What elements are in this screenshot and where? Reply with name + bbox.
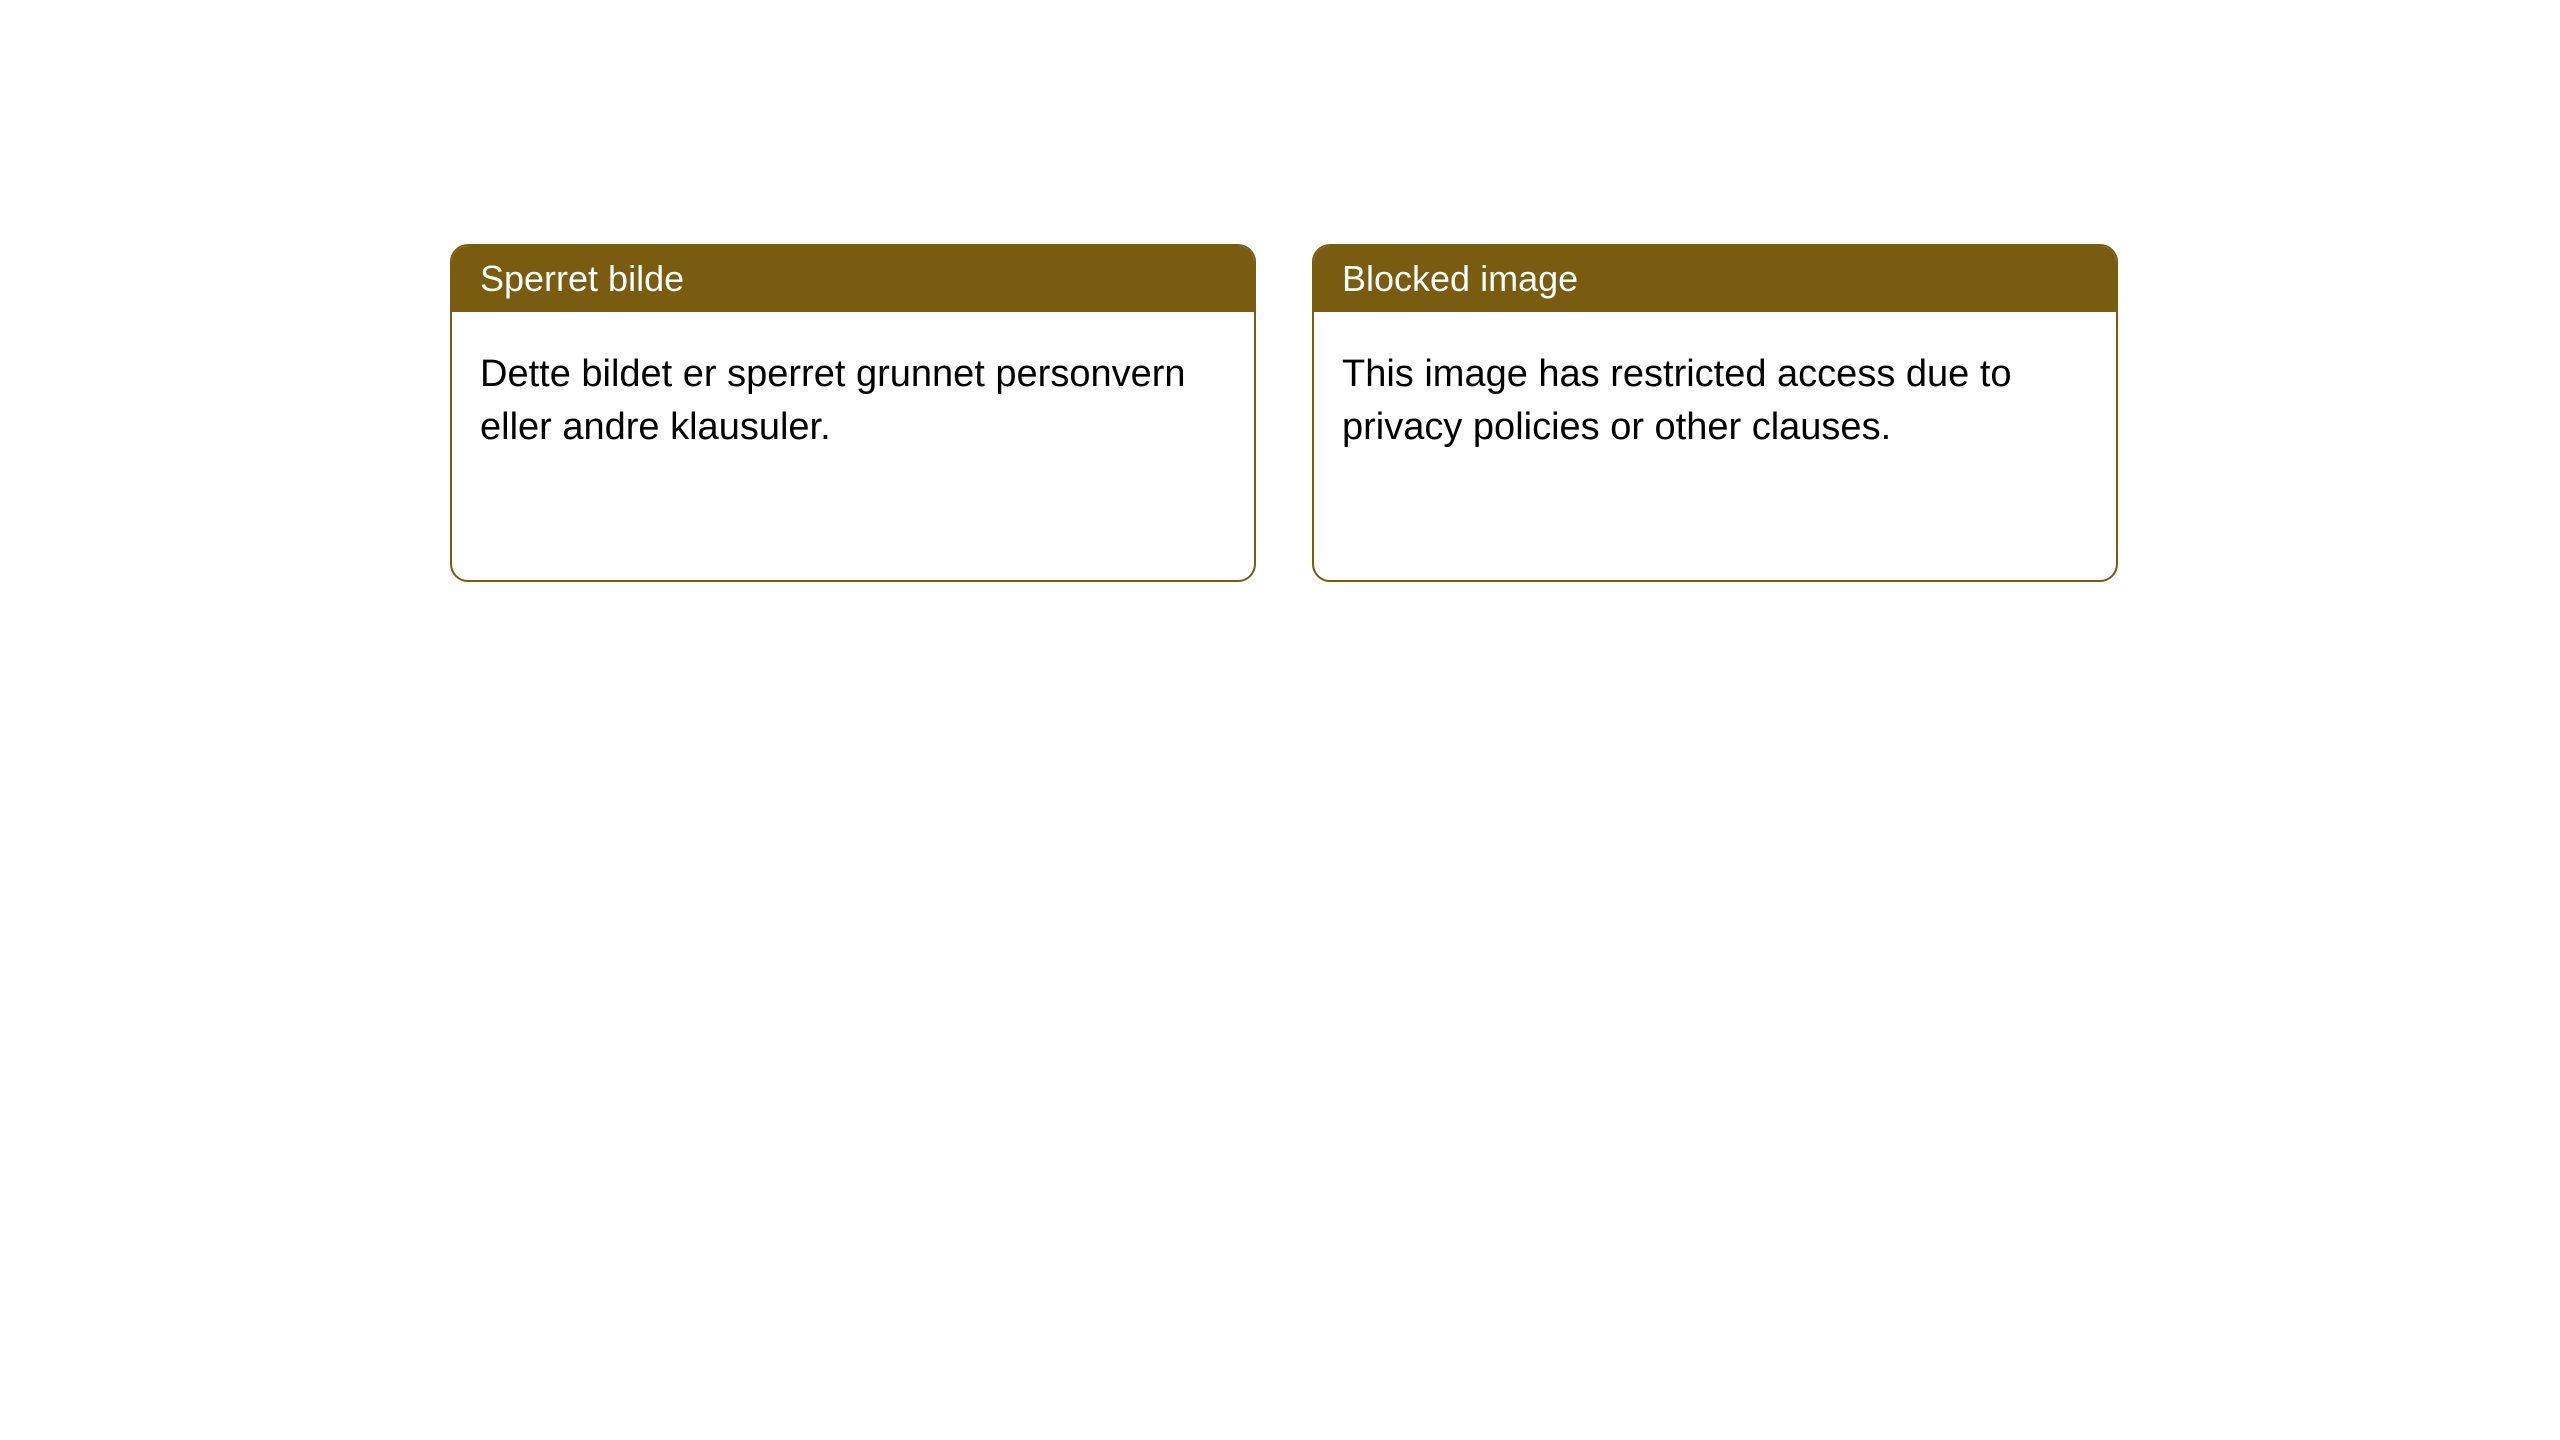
card-title: Sperret bilde: [480, 258, 684, 299]
card-header: Blocked image: [1314, 246, 2116, 312]
notice-container: Sperret bilde Dette bildet er sperret gr…: [0, 0, 2560, 582]
card-body-text: This image has restricted access due to …: [1342, 353, 2012, 448]
notice-card-norwegian: Sperret bilde Dette bildet er sperret gr…: [450, 244, 1256, 582]
card-header: Sperret bilde: [452, 246, 1254, 312]
card-body: This image has restricted access due to …: [1314, 312, 2116, 490]
notice-card-english: Blocked image This image has restricted …: [1312, 244, 2118, 582]
card-body-text: Dette bildet er sperret grunnet personve…: [480, 353, 1186, 448]
card-body: Dette bildet er sperret grunnet personve…: [452, 312, 1254, 490]
card-title: Blocked image: [1342, 258, 1578, 299]
